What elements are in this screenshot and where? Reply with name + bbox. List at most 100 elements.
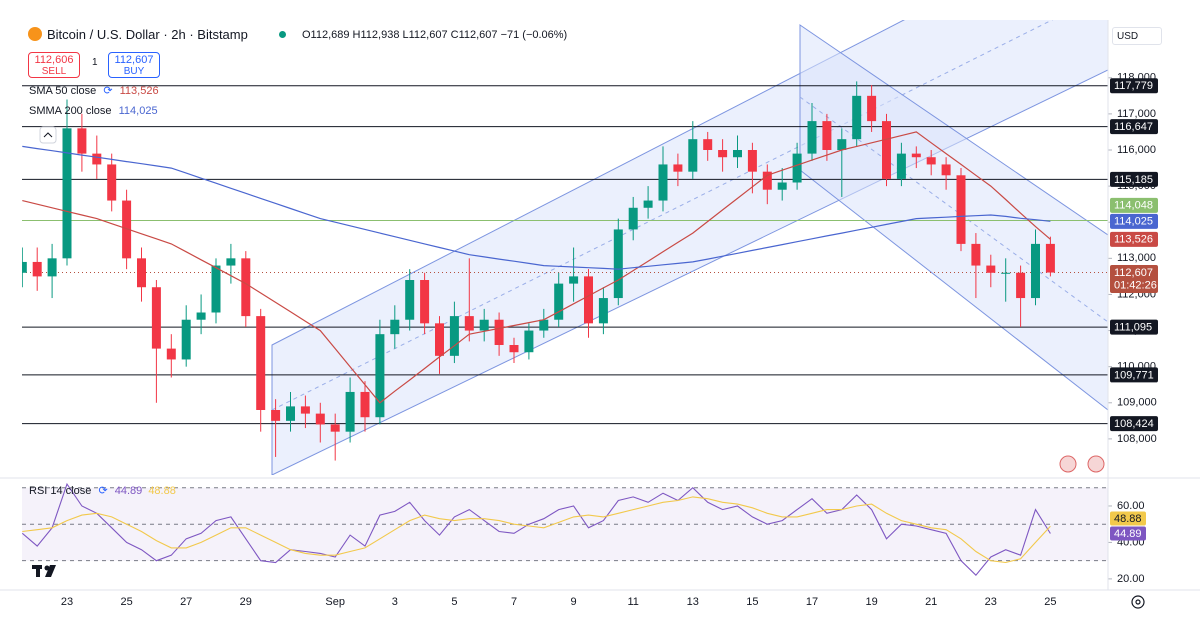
candle-body [524, 330, 534, 353]
buy-button[interactable]: 112,607 BUY [108, 52, 160, 78]
price-pane [22, 81, 1108, 461]
candle-body [941, 164, 951, 176]
sell-label: SELL [41, 66, 67, 77]
x-tick-label: Sep [325, 596, 345, 608]
candle-body [598, 298, 608, 324]
candle-body [926, 157, 936, 165]
y-tick-label: 109,000 [1117, 397, 1157, 409]
y-tick-label: 108,000 [1117, 433, 1157, 445]
loading-icon: ⟳ [98, 485, 108, 497]
channel-midline [271, 20, 1054, 411]
candle-body [479, 319, 489, 331]
candle-body [822, 121, 832, 150]
candle-body [882, 121, 891, 179]
price-tag [1110, 231, 1158, 247]
candle-body [956, 175, 966, 244]
x-tick-label: 25 [120, 596, 132, 608]
x-tick-label: 5 [451, 596, 457, 608]
candle-body [1031, 243, 1040, 299]
candle-body [643, 200, 653, 208]
rsi-pane [22, 483, 1108, 577]
level-tag-label: 116,647 [1114, 121, 1153, 133]
settings-icon[interactable] [1131, 595, 1145, 609]
candle-body [137, 258, 146, 288]
axes: 108,000109,000110,000111,000112,000113,0… [61, 72, 1158, 608]
logo-part [45, 565, 56, 577]
candle-body [345, 391, 355, 432]
candle-body [628, 207, 638, 230]
level-tag [1110, 119, 1158, 135]
rsi-legend: RSI 14 close ⟳ 44.89 48.88 [29, 484, 176, 497]
event-icon[interactable] [1087, 455, 1105, 473]
level-tag [1110, 78, 1158, 94]
candle-body [241, 258, 251, 317]
x-tick-label: 13 [687, 596, 699, 608]
collapse-icon [43, 132, 53, 138]
candle-body [807, 121, 817, 154]
x-tick-label: 3 [392, 596, 398, 608]
y-tick-label: 117,000 [1117, 108, 1156, 120]
candle-body [539, 319, 549, 331]
candle-body [47, 258, 57, 277]
candle-body [911, 153, 921, 158]
candle-body [896, 153, 906, 179]
rsi-y-tick-label: 20.00 [1117, 573, 1145, 585]
drawings [271, 20, 1108, 475]
candle-body [226, 258, 236, 266]
price-tag [1110, 197, 1158, 213]
candle-body [464, 316, 474, 331]
price-tag-label: 113,526 [1114, 234, 1153, 246]
candle-body [32, 261, 42, 277]
level-tag-label: 109,771 [1114, 369, 1154, 381]
candle-body [733, 150, 742, 158]
level-tag-label: 115,185 [1114, 174, 1153, 186]
rsi-line [22, 483, 1051, 577]
level-tag [1110, 319, 1158, 335]
candle-body [62, 128, 72, 259]
candle-body [673, 164, 683, 172]
collapse-button[interactable] [39, 126, 57, 144]
candle-body [375, 334, 385, 418]
candle-body [256, 316, 266, 410]
price-tag-label: 114,048 [1114, 200, 1153, 212]
candle-body [494, 319, 504, 345]
x-tick-label: 29 [240, 596, 252, 608]
candle-body [1001, 272, 1011, 274]
candle-body [762, 171, 772, 190]
candle-body [658, 164, 668, 201]
candle-body [703, 139, 713, 150]
y-tick-label: 113,000 [1117, 252, 1156, 264]
event-icon[interactable] [1059, 455, 1077, 473]
rsi-name: RSI 14 close [29, 485, 92, 497]
candle-body [971, 243, 981, 266]
candle-body [420, 280, 430, 324]
candle-body [613, 229, 623, 299]
logo-part [36, 565, 40, 577]
candle-body [330, 424, 340, 432]
candle-body [77, 128, 87, 154]
x-tick-label: 11 [627, 596, 638, 608]
candle-body [196, 312, 206, 320]
x-tick-label: 17 [806, 596, 818, 608]
currency-select[interactable]: USD [1112, 27, 1162, 45]
candle-body [22, 261, 27, 273]
level-tag-label: 117,779 [1114, 80, 1153, 92]
candle-body [569, 276, 579, 284]
candle-body [166, 348, 176, 360]
level-tag [1110, 367, 1158, 383]
sell-button[interactable]: 112,606 SELL [28, 52, 80, 78]
rsi-tag-label: 44.89 [1114, 528, 1142, 540]
candle-body [435, 323, 444, 356]
descending-channel [799, 24, 1108, 411]
x-tick-label: 23 [985, 596, 997, 608]
candle-body [271, 410, 281, 421]
candle-body [986, 265, 996, 273]
smma-legend: SMMA 200 close 114,025 [29, 105, 158, 117]
buy-price: 112,607 [114, 54, 154, 66]
level-tag-label: 108,424 [1114, 418, 1154, 430]
rsi-value: 44.89 [114, 485, 143, 497]
rsi-ma-value: 48.88 [148, 485, 176, 497]
level-tag-label: 111,095 [1114, 322, 1152, 334]
candle-body [151, 287, 161, 349]
